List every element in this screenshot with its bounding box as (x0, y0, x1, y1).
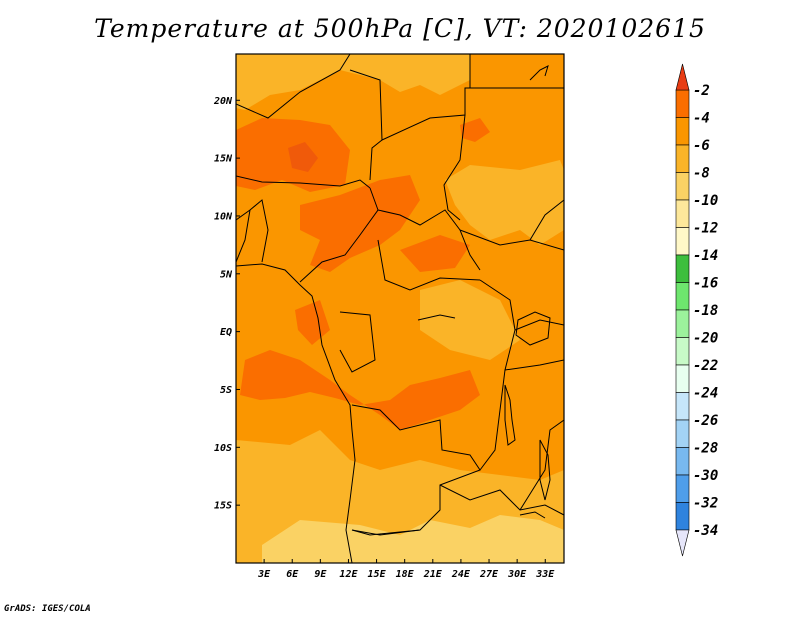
colorbar-label: -28 (693, 441, 718, 457)
colorbar-swatch (675, 89, 690, 118)
lon-tick-label: 24E (451, 569, 471, 580)
field-zone-4c-central (300, 175, 420, 272)
river-congo (417, 314, 456, 321)
border-south-sudan (459, 229, 564, 251)
field-zone-4c-southwest (240, 350, 480, 430)
border-namibia (351, 529, 421, 536)
colorbar-swatch (675, 447, 690, 476)
colorbar-swatch (675, 309, 690, 338)
colorbar-swatch (675, 144, 690, 173)
field-zone-4c-east-band (400, 235, 470, 272)
lon-tick-label: 21E (423, 569, 443, 580)
colorbar-label: -10 (693, 193, 718, 209)
lon-tick-label: 27E (479, 569, 499, 580)
field-zone-2c-core (288, 142, 318, 172)
map-title: Temperature at 500hPa [C], VT: 202010261… (94, 14, 706, 43)
colorbar-swatch (675, 364, 690, 393)
border-ethiopia (529, 199, 564, 241)
border-chad-east (443, 114, 466, 221)
colorbar-label: -14 (693, 248, 718, 264)
colorbar-swatch (675, 172, 690, 201)
field-zone-8c-north (236, 54, 470, 110)
lon-tick-label: 9E (314, 569, 327, 580)
colorbar-swatch (675, 502, 690, 531)
lat-tick-label: 20N (213, 96, 233, 107)
colorbar-label: -6 (693, 138, 710, 154)
grads-credit: GrADS: IGES/COLA (4, 604, 91, 614)
lake-victoria (515, 311, 551, 346)
latitude-axis: 20N 15N 10N 5N EQ 5S 10S 15S (213, 96, 240, 512)
border-uganda-kenya (514, 319, 564, 331)
colorbar-swatch (675, 227, 690, 256)
lake-kariba (519, 511, 546, 519)
colorbar-label: -32 (693, 496, 718, 512)
lon-tick-label: 15E (368, 569, 387, 580)
colorbar-label: -34 (693, 523, 718, 539)
lon-tick-label: 18E (396, 569, 415, 580)
lake-malawi (539, 439, 551, 501)
field-zone-10c-south (262, 515, 564, 563)
lat-tick-label: EQ (220, 327, 232, 338)
colorbar-swatch (675, 199, 690, 228)
border-congo (339, 311, 376, 373)
lon-tick-label: 30E (507, 569, 527, 580)
field-zone-8c-center (420, 280, 520, 360)
colorbar-swatch (675, 254, 690, 283)
border-niger-nigeria (236, 175, 371, 189)
colorbar: -2 -4 -6 -8 -10 -12 -14 -16 -18 -20 -22 -24 -26 -28 -3… (675, 63, 718, 557)
colorbar-label: -12 (693, 221, 718, 237)
lon-tick-label: 3E (257, 569, 271, 580)
lon-tick-label: 33E (535, 569, 555, 580)
colorbar-top-arrow (675, 63, 690, 91)
lat-tick-label: 15S (214, 501, 232, 512)
colorbar-label: -18 (693, 303, 718, 319)
lat-tick-label: 15N (214, 154, 233, 165)
lat-tick-label: 5N (220, 269, 233, 280)
lon-tick-label: 6E (286, 569, 299, 580)
field-zone-8c-east (445, 160, 564, 245)
longitude-axis: 3E 6E 9E 12E 15E 18E 21E 24E 27E 30E 33E (257, 559, 555, 580)
field-zone-4c-gabon (295, 300, 330, 345)
colorbar-swatch (675, 474, 690, 503)
lat-tick-label: 10N (214, 211, 233, 222)
colorbar-label: -2 (693, 83, 710, 99)
coastline-west (236, 263, 356, 563)
colorbar-label: -4 (693, 111, 710, 127)
map-frame (235, 53, 565, 564)
field-zone-4c-north-east (460, 118, 490, 142)
colorbar-bottom-arrow (675, 529, 690, 557)
country-borders (236, 54, 564, 563)
colorbar-swatch (675, 282, 690, 311)
colorbar-label: -22 (693, 358, 718, 374)
colorbar-swatch (675, 419, 690, 448)
border-algeria-niger (236, 54, 351, 119)
colorbar-swatch (675, 392, 690, 421)
colorbar-swatch (675, 337, 690, 366)
border-tanzania (504, 359, 564, 371)
colorbar-label: -30 (693, 468, 718, 484)
border-west-africa-b (236, 209, 251, 263)
lon-tick-label: 12E (339, 569, 358, 580)
temperature-field (236, 54, 564, 563)
colorbar-label: -8 (693, 166, 710, 182)
sinai-coast (529, 65, 549, 81)
colorbar-swatch (675, 117, 690, 146)
border-car (377, 209, 481, 271)
border-nigeria-cameroon (299, 187, 379, 283)
colorbar-label: -26 (693, 413, 718, 429)
lake-tanganyika (504, 384, 516, 446)
border-mozambique (519, 419, 564, 511)
lat-tick-label: 10S (214, 443, 232, 454)
colorbar-label: -20 (693, 331, 718, 347)
colorbar-label: -16 (693, 276, 718, 292)
border-zambia (439, 484, 564, 516)
colorbar-label: -24 (693, 386, 718, 402)
lat-tick-label: 5S (220, 385, 232, 396)
border-car-south (377, 239, 481, 291)
border-west-africa-a (236, 199, 269, 263)
